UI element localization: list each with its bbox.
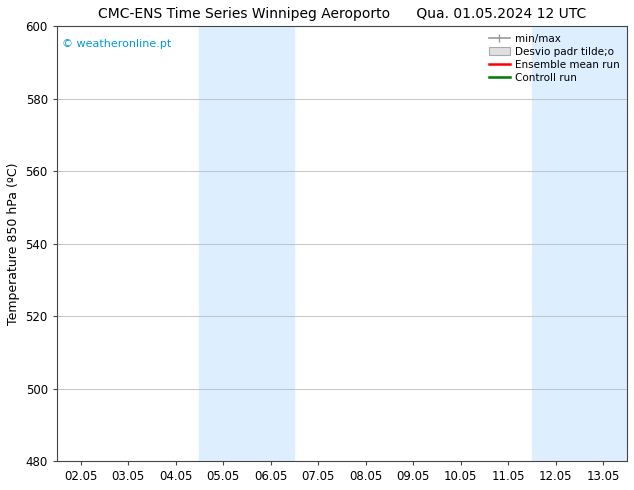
Title: CMC-ENS Time Series Winnipeg Aeroporto      Qua. 01.05.2024 12 UTC: CMC-ENS Time Series Winnipeg Aeroporto Q… [98, 7, 586, 21]
Legend: min/max, Desvio padr tilde;o, Ensemble mean run, Controll run: min/max, Desvio padr tilde;o, Ensemble m… [487, 31, 622, 85]
Bar [532, 26, 627, 461]
Y-axis label: Temperature 850 hPa (ºC): Temperature 850 hPa (ºC) [7, 162, 20, 325]
Text: © weatheronline.pt: © weatheronline.pt [63, 39, 172, 49]
Bar [199, 26, 294, 461]
